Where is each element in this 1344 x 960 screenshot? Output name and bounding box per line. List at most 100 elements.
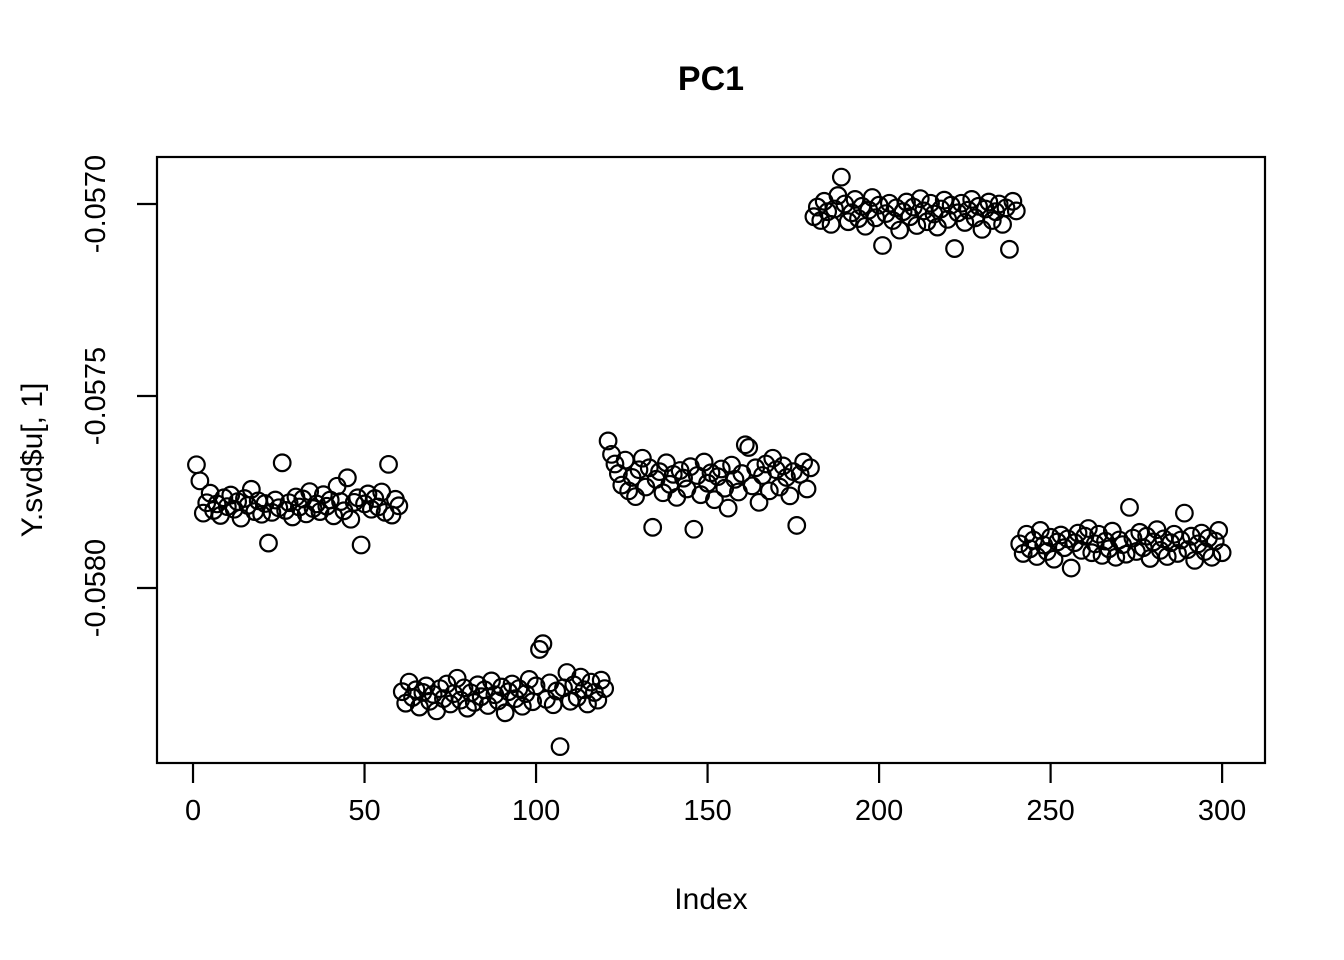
data-point <box>1092 545 1112 565</box>
data-point <box>591 670 611 690</box>
data-point <box>996 198 1016 218</box>
data-point <box>187 455 206 475</box>
data-point <box>698 473 717 493</box>
data-point <box>331 492 350 512</box>
y-axis-label: Y.svd$u[, 1] <box>16 382 49 538</box>
plot-title: PC1 <box>677 60 745 98</box>
x-tick-label: 150 <box>683 795 731 827</box>
data-point <box>684 519 704 539</box>
data-point <box>735 435 755 455</box>
data-point <box>1010 534 1030 554</box>
data-point <box>948 203 968 223</box>
data-point <box>705 490 724 510</box>
y-tick-label: -0.0580 <box>80 539 112 637</box>
data-point <box>711 459 731 479</box>
data-point <box>931 199 951 219</box>
data-point <box>327 476 347 496</box>
data-point <box>890 220 910 240</box>
data-point <box>526 676 546 696</box>
data-point <box>351 535 371 555</box>
data-point <box>838 212 858 232</box>
data-point <box>495 703 515 723</box>
data-point <box>1006 201 1026 221</box>
data-point <box>910 189 930 209</box>
data-point <box>979 192 999 212</box>
data-point <box>1212 543 1232 563</box>
data-point <box>605 454 625 474</box>
data-point <box>259 533 278 553</box>
data-point <box>410 697 429 717</box>
data-point <box>1000 239 1019 259</box>
x-tick-label: 250 <box>1026 795 1074 827</box>
x-axis-label: Index <box>674 883 748 916</box>
data-point <box>482 671 501 691</box>
data-point <box>1116 544 1136 564</box>
data-point <box>344 492 364 512</box>
data-point <box>1082 543 1102 563</box>
data-point <box>1003 191 1023 211</box>
data-point <box>955 213 975 232</box>
data-point <box>379 454 398 474</box>
data-point <box>632 448 652 468</box>
data-point <box>283 507 302 527</box>
data-point <box>447 668 467 688</box>
y-tick-label: -0.0570 <box>80 155 112 253</box>
data-point <box>801 458 820 478</box>
data-point <box>993 214 1012 234</box>
data-point <box>718 498 738 518</box>
x-tick-label: 100 <box>512 795 560 827</box>
data-point <box>389 496 409 516</box>
data-point <box>207 494 227 514</box>
data-point <box>1174 503 1194 523</box>
data-point <box>437 674 457 694</box>
data-point <box>519 670 539 689</box>
data-point <box>773 456 793 476</box>
data-point <box>1061 558 1081 578</box>
data-point <box>952 193 971 213</box>
data-point <box>825 199 844 219</box>
data-point <box>945 239 964 258</box>
data-point <box>272 453 292 473</box>
plot-box <box>155 155 1267 765</box>
data-point <box>1044 549 1064 569</box>
data-point <box>1209 521 1229 540</box>
data-point <box>831 167 851 187</box>
data-point <box>543 695 563 715</box>
data-point <box>1168 544 1187 563</box>
data-point <box>873 236 892 255</box>
data-point <box>550 737 570 757</box>
data-point <box>742 476 762 496</box>
data-point <box>1078 519 1098 538</box>
data-point <box>797 479 817 499</box>
data-point <box>512 696 532 716</box>
data-point <box>921 193 940 213</box>
data-point <box>337 468 357 488</box>
data-point <box>643 517 663 537</box>
data-point <box>221 485 241 505</box>
x-tick-label: 300 <box>1198 795 1246 827</box>
data-point <box>1120 497 1139 517</box>
data-point <box>759 481 779 501</box>
data-point <box>749 492 769 512</box>
data-point <box>598 431 618 451</box>
data-point <box>571 667 591 687</box>
x-tick-label: 0 <box>185 795 201 827</box>
data-point <box>392 682 412 702</box>
data-point <box>626 487 645 507</box>
data-point <box>739 438 759 457</box>
data-point <box>1030 521 1050 540</box>
data-point <box>190 471 210 491</box>
data-point <box>787 516 807 535</box>
y-tick-label: -0.0575 <box>80 347 112 445</box>
data-point <box>533 634 553 654</box>
data-point <box>1157 547 1177 566</box>
data-point <box>595 679 615 699</box>
x-tick-label: 200 <box>855 795 903 827</box>
data-point <box>780 486 800 506</box>
x-tick-label: 50 <box>348 795 380 827</box>
data-point <box>252 504 272 524</box>
data-point <box>365 489 385 508</box>
data-point <box>982 211 1002 230</box>
